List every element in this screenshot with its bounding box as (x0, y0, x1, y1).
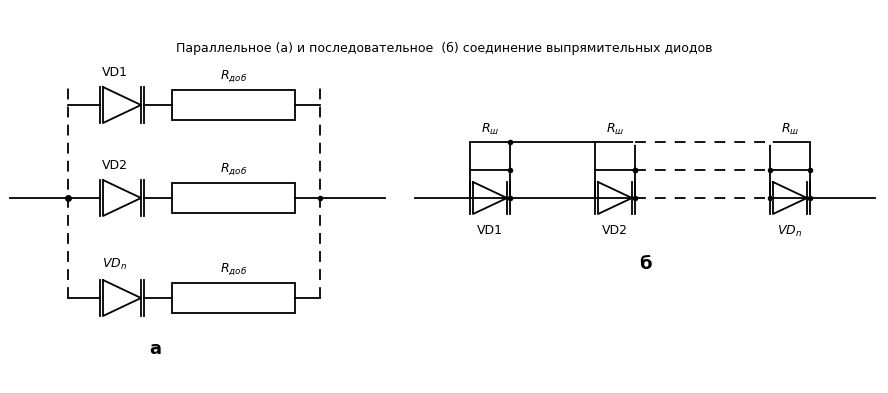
Bar (172, 183, 295, 213)
Text: $R_{доб}$: $R_{доб}$ (220, 261, 247, 277)
Text: б: б (638, 255, 651, 273)
Text: Параллельное (а) и последовательное  (б) соединение выпрямительных диодов: Параллельное (а) и последовательное (б) … (176, 41, 712, 55)
Text: VD1: VD1 (477, 224, 503, 237)
Text: VD2: VD2 (102, 159, 128, 172)
Text: VD1: VD1 (102, 66, 128, 79)
Text: $R_{доб}$: $R_{доб}$ (220, 68, 247, 84)
Text: а: а (149, 340, 161, 358)
Text: $R_{ш}$: $R_{ш}$ (781, 122, 799, 137)
Text: $R_{ш}$: $R_{ш}$ (606, 122, 624, 137)
Bar (595, 142, 635, 170)
Text: VD2: VD2 (602, 224, 628, 237)
Bar (770, 142, 810, 170)
Bar (172, 283, 295, 313)
Bar (172, 90, 295, 120)
Text: $R_{ш}$: $R_{ш}$ (480, 122, 499, 137)
Bar (470, 142, 510, 170)
Text: $VD_n$: $VD_n$ (777, 224, 803, 239)
Text: $VD_n$: $VD_n$ (102, 257, 127, 272)
Text: $R_{доб}$: $R_{доб}$ (220, 161, 247, 177)
